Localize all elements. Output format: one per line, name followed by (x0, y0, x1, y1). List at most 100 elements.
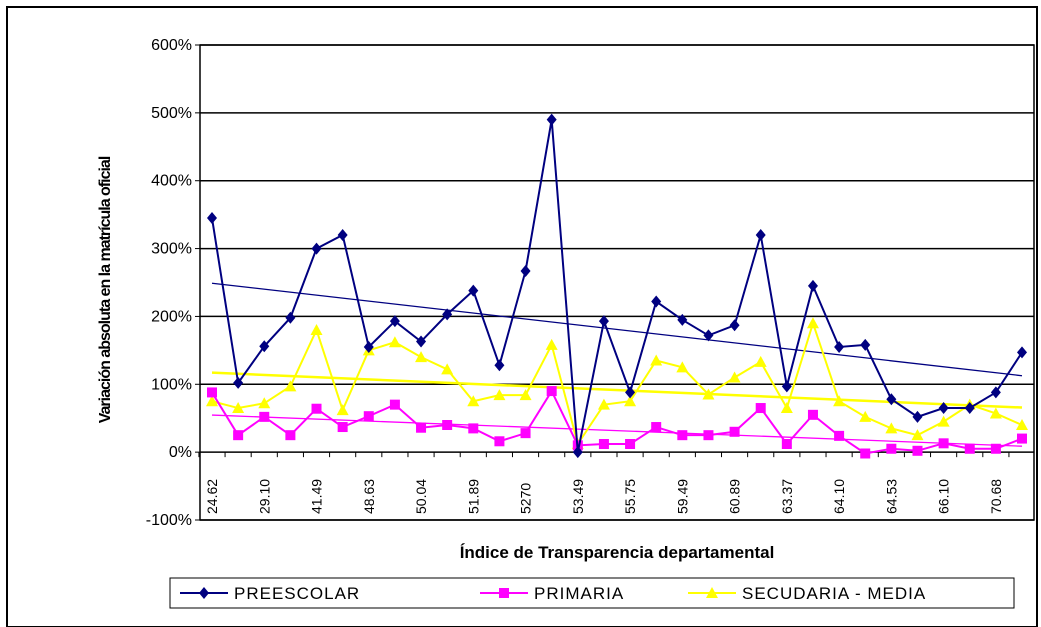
x-tick-label: 50.04 (413, 479, 429, 514)
point (520, 264, 531, 277)
point (676, 361, 689, 373)
point (859, 410, 872, 422)
point (363, 411, 374, 422)
point (1016, 419, 1028, 430)
trendline (211, 414, 1023, 447)
point (415, 351, 428, 363)
point (755, 229, 766, 241)
point (441, 363, 454, 375)
plot-area (199, 44, 1035, 521)
point (990, 443, 1001, 454)
point (886, 393, 897, 406)
point (677, 313, 688, 326)
x-tick-label: 51.89 (465, 479, 481, 514)
point (572, 446, 583, 459)
x-tick-label: 64.10 (831, 479, 847, 514)
series-line (211, 119, 1023, 453)
point (938, 438, 949, 449)
point (442, 420, 453, 430)
point (258, 397, 271, 409)
point (259, 411, 270, 422)
y-axis-label: Variación absoluta en la matrícula ofici… (97, 156, 114, 423)
point (285, 430, 296, 441)
point (467, 395, 480, 407)
point (284, 380, 297, 392)
point (259, 340, 270, 353)
y-tick-label: 600% (151, 37, 192, 54)
point (416, 335, 427, 348)
point (232, 402, 245, 414)
point (389, 315, 400, 328)
x-axis-label: Índice de Transparencia departamental (460, 543, 775, 562)
point (311, 242, 322, 255)
x-tick-label: 60.89 (727, 479, 743, 514)
x-tick-label: 66.10 (936, 479, 952, 514)
y-tick-label: 400% (151, 173, 192, 190)
x-tick-label: 70.68 (988, 479, 1004, 514)
point (1017, 346, 1027, 359)
point (598, 315, 609, 328)
point (860, 338, 871, 351)
x-tick-label: 41.49 (309, 479, 325, 514)
legend-box (169, 577, 1015, 609)
point (702, 388, 715, 400)
y-tick-label: -100% (146, 512, 192, 529)
point (964, 443, 975, 454)
point (388, 336, 401, 348)
point (833, 395, 846, 407)
legend-marker (199, 587, 209, 599)
point (546, 386, 557, 397)
legend-label: SECUDARIA - MEDIA (742, 584, 926, 603)
point (834, 340, 845, 353)
point (677, 430, 688, 441)
point (651, 295, 662, 308)
point (911, 429, 924, 441)
point (520, 428, 531, 439)
point (651, 422, 662, 433)
point (964, 402, 975, 415)
point (886, 443, 897, 454)
point (729, 319, 740, 332)
point (598, 439, 609, 449)
x-tick-label: 55.75 (622, 479, 638, 514)
point (546, 113, 557, 126)
series-line (211, 319, 1023, 447)
point (807, 409, 818, 420)
x-tick-label: 64.53 (883, 479, 899, 514)
point (938, 402, 949, 415)
legend-label: PRIMARIA (534, 584, 624, 603)
point (885, 422, 898, 434)
point (311, 403, 322, 414)
point (989, 407, 1002, 419)
point (807, 279, 818, 292)
x-tick-label: 24.62 (204, 479, 220, 514)
y-tick-label: 100% (151, 376, 192, 393)
point (389, 399, 400, 410)
trendline (211, 282, 1023, 377)
point (912, 410, 923, 423)
y-tick-label: 500% (151, 105, 192, 122)
point (780, 402, 793, 414)
point (233, 376, 244, 389)
point (624, 395, 637, 407)
point (728, 371, 741, 383)
point (468, 284, 479, 297)
x-tick-label: 59.49 (674, 479, 690, 514)
point (1017, 433, 1027, 444)
point (703, 329, 714, 342)
point (754, 355, 767, 367)
y-tick-label: 200% (151, 308, 192, 325)
y-tick-label: 0% (169, 444, 192, 461)
x-tick-label: 29.10 (256, 479, 272, 514)
point (336, 404, 349, 416)
point (650, 354, 663, 366)
point (233, 430, 244, 441)
point (597, 398, 610, 410)
y-tick-label: 300% (151, 241, 192, 258)
point (834, 430, 845, 441)
point (806, 317, 819, 329)
legend-label: PREESCOLAR (234, 584, 360, 603)
point (493, 389, 506, 401)
point (990, 386, 1001, 399)
